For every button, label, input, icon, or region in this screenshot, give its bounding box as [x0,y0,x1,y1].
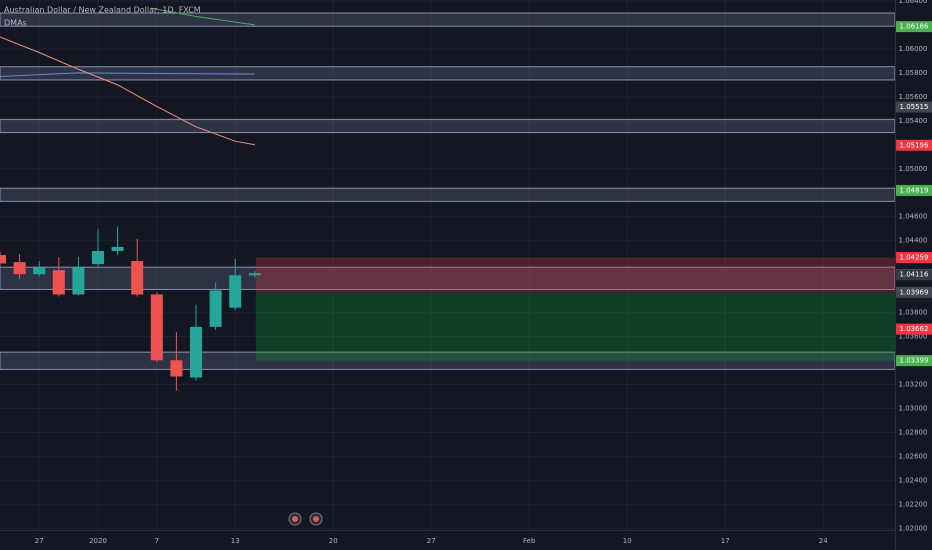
zone [0,187,896,202]
candle-body [0,255,6,264]
price-label-box [896,139,932,151]
y-tick-label: 1.02800 [899,428,928,436]
y-tick-label: 1.02200 [899,500,928,508]
indicator-name: DMAs [4,19,27,28]
y-tick-label: 1.06400 [899,0,928,5]
price-label-box [896,184,932,196]
target-zone [255,292,895,361]
y-tick-label: 1.03200 [899,380,928,388]
x-tick-label: 24 [819,537,828,545]
y-tick-label: 1.05800 [899,69,928,77]
moving-average [0,72,255,77]
price-label: 1.04116 [900,271,929,279]
y-tick-label: 1.05600 [899,93,928,101]
chart-title: Australian Dollar / New Zealand Dollar, … [4,6,201,15]
price-label: 1.05515 [900,103,929,111]
grid [0,0,895,530]
candle-body [52,270,65,295]
y-tick-label: 1.04400 [899,237,928,245]
x-tick-label: 7 [155,537,159,545]
y-tick-label: 1.03600 [899,333,928,341]
y-tick-label: 1.02600 [899,452,928,460]
y-tick-label: 1.03800 [899,309,928,317]
stop-zone [255,257,895,293]
moving-average [150,7,255,26]
price-label: 1.03969 [900,288,929,296]
candle-body [72,267,85,295]
event-icons[interactable] [288,512,323,526]
candle-body [170,360,183,377]
price-label-box [896,355,932,367]
price-label-box [896,21,932,33]
price-label: 1.03662 [900,325,929,333]
candle-body [190,326,203,378]
candle-body [92,250,105,265]
y-tick-label: 1.06000 [899,45,928,53]
zone [0,12,896,27]
price-label-box [896,101,932,113]
candle-body [131,261,144,295]
price-label: 1.05196 [900,141,929,149]
x-tick-label: 10 [623,537,632,545]
x-tick-label: 27 [35,537,44,545]
candle-body [209,290,222,327]
candle-body [13,262,26,275]
candle-body [33,267,46,275]
y-tick-label: 1.03000 [899,404,928,412]
x-tick-label: 13 [231,537,240,545]
y-tick-label: 1.04600 [899,213,928,221]
moving-average [0,36,255,146]
y-tick-label: 1.05000 [899,165,928,173]
price-label-box [896,252,932,264]
x-tick-label: 20 [329,537,338,545]
y-tick-label: 1.02000 [899,524,928,532]
price-label: 1.04819 [900,186,929,194]
axes: 1.06400 1.06000 1.05800 1.05600 1.05400 1.050… [35,0,932,545]
x-tick-label: 2020 [89,537,107,545]
candle-body [111,246,124,251]
candle-body [248,273,261,276]
x-tick-label: Feb [523,537,536,545]
price-label-box [896,323,932,335]
x-tick-label: 27 [427,537,436,545]
candle-body [150,294,163,361]
price-label: 1.04259 [900,254,929,262]
candle-body [229,275,242,308]
x-tick-label: 17 [721,537,730,545]
event-flag [292,516,298,522]
price-label-box [896,269,932,281]
zone [0,118,896,134]
event-flag [313,516,319,522]
y-tick-label: 1.05400 [899,117,928,125]
price-label: 1.03399 [900,357,929,365]
plot [0,7,896,391]
y-tick-label: 1.02400 [899,476,928,484]
price-label: 1.06186 [900,23,929,31]
price-label-box [896,286,932,298]
